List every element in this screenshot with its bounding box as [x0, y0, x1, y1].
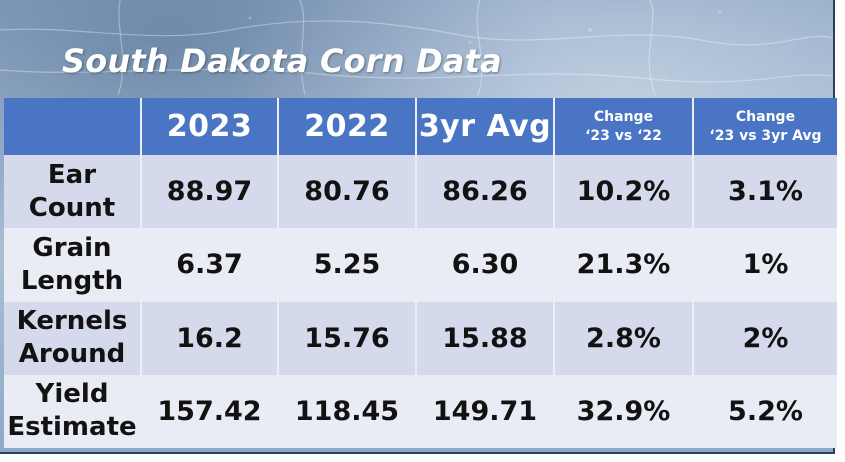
cell-3yr-avg: 86.26 [416, 155, 555, 229]
cell-2022: 15.76 [278, 301, 417, 375]
header-change-vs-avg: Change ‘23 vs 3yr Avg [693, 98, 837, 155]
header-3yr-avg: 3yr Avg [416, 98, 555, 155]
row-label: Ear Count [4, 155, 142, 229]
cell-2022: 5.25 [278, 228, 417, 302]
header-2023: 2023 [141, 98, 279, 155]
row-label-line: Around [18, 339, 126, 370]
cell-change-vs-avg: 5.2% [693, 374, 837, 448]
row-label-line: Ear [47, 159, 97, 190]
map-texture [0, 0, 833, 452]
cell-change-vs-avg: 2% [693, 301, 837, 375]
row-label-line: Grain [32, 232, 112, 263]
row-grain-length: Grain Length 6.37 5.25 6.30 21.3% 1% [4, 228, 837, 302]
cell-change-vs-2022: 21.3% [554, 228, 694, 302]
row-kernels-around: Kernels Around 16.2 15.76 15.88 2.8% 2% [4, 301, 837, 375]
row-ear-count: Ear Count 88.97 80.76 86.26 10.2% 3.1% [4, 155, 837, 229]
header-change-label: Change [593, 108, 654, 125]
header-corner [4, 98, 142, 155]
cell-3yr-avg: 15.88 [416, 301, 555, 375]
row-yield-estimate: Yield Estimate 157.42 118.45 149.71 32.9… [4, 374, 837, 448]
cell-2022: 118.45 [278, 374, 417, 448]
cell-2023: 157.42 [141, 374, 279, 448]
cell-2023: 16.2 [141, 301, 279, 375]
header-change-vs-2022: Change ‘23 vs ‘22 [554, 98, 694, 155]
row-label-line: Estimate [7, 412, 137, 443]
header-row: 2023 2022 3yr Avg Change ‘23 vs ‘22 Chan… [4, 98, 837, 155]
cell-change-vs-2022: 32.9% [554, 374, 694, 448]
cell-3yr-avg: 6.30 [416, 228, 555, 302]
row-label: Grain Length [4, 228, 142, 302]
row-label-line: Length [20, 265, 124, 296]
row-label-line: Kernels [16, 306, 128, 337]
cell-2022: 80.76 [278, 155, 417, 229]
slide-title: South Dakota Corn Data [62, 42, 502, 80]
cell-change-vs-2022: 10.2% [554, 155, 694, 229]
header-change-sub: ‘23 vs 3yr Avg [709, 127, 822, 144]
cell-change-vs-2022: 2.8% [554, 301, 694, 375]
cell-2023: 6.37 [141, 228, 279, 302]
row-label-line: Yield [35, 379, 109, 410]
corn-data-table: 2023 2022 3yr Avg Change ‘23 vs ‘22 Chan… [4, 98, 837, 448]
header-change-label: Change [735, 108, 796, 125]
cell-change-vs-avg: 1% [693, 228, 837, 302]
header-2022: 2022 [278, 98, 417, 155]
row-label: Yield Estimate [4, 374, 142, 448]
row-label-line: Count [28, 192, 116, 223]
cell-change-vs-avg: 3.1% [693, 155, 837, 229]
cell-3yr-avg: 149.71 [416, 374, 555, 448]
row-label: Kernels Around [4, 301, 142, 375]
cell-2023: 88.97 [141, 155, 279, 229]
header-change-sub: ‘23 vs ‘22 [585, 127, 662, 144]
